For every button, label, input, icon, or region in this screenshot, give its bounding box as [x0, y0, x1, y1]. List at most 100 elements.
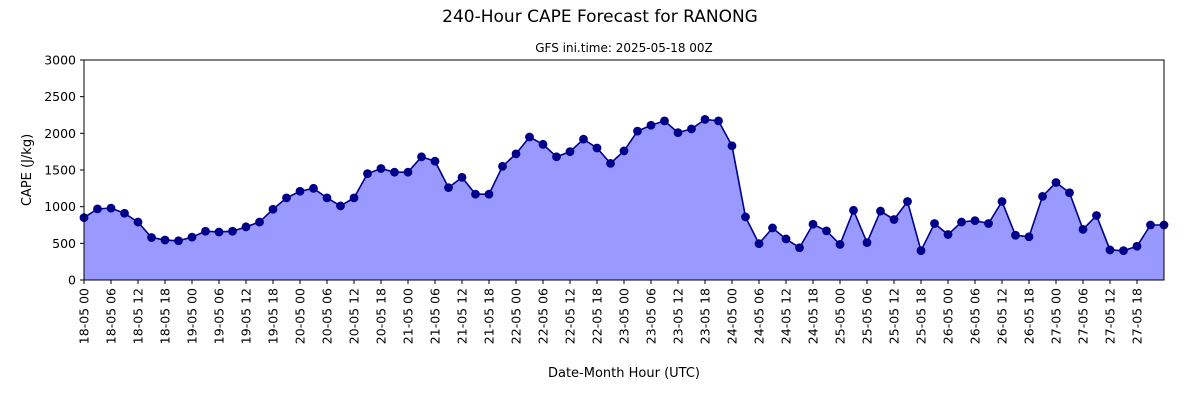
cape-data-point — [903, 197, 912, 206]
x-tick-label: 22-05 18 — [590, 288, 605, 344]
x-tick-label: 22-05 12 — [563, 288, 578, 344]
cape-data-point — [1011, 230, 1020, 240]
x-tick-label: 19-05 12 — [239, 288, 254, 344]
cape-data-point — [457, 172, 467, 182]
cape-data-point — [511, 149, 521, 159]
cape-data-point — [1024, 232, 1034, 242]
cape-data-point — [700, 115, 710, 124]
cape-data-point — [120, 208, 129, 218]
cape-data-point — [687, 124, 696, 134]
cape-data-point — [1105, 245, 1115, 255]
cape-data-point — [781, 234, 791, 244]
cape-data-point — [187, 232, 197, 242]
y-tick-label: 1000 — [44, 199, 76, 214]
x-tick-label: 19-05 06 — [212, 288, 227, 344]
cape-data-point — [727, 141, 737, 151]
x-tick-label: 27-05 00 — [1049, 288, 1064, 344]
cape-data-point — [322, 193, 332, 203]
cape-data-point — [390, 167, 399, 177]
cape-data-point — [349, 193, 359, 203]
cape-data-point — [147, 233, 156, 242]
cape-data-point — [1092, 211, 1101, 220]
x-tick-label: 23-05 12 — [671, 288, 686, 344]
cape-data-point — [1119, 246, 1128, 256]
cape-data-point — [241, 222, 251, 232]
x-tick-label: 26-05 18 — [1022, 288, 1037, 344]
cape-data-point — [255, 217, 264, 227]
cape-data-point — [1038, 192, 1047, 201]
cape-data-point — [822, 226, 831, 236]
x-tick-label: 27-05 06 — [1076, 288, 1091, 344]
cape-data-point — [714, 116, 723, 126]
cape-data-point — [957, 217, 966, 227]
x-tick-label: 25-05 18 — [914, 288, 929, 344]
plot-area: 0 500 1000 1500 2000 2500 3000 18-05 00 18-05 06… — [44, 53, 1169, 344]
cape-data-point — [660, 116, 669, 126]
cape-data-point — [268, 204, 278, 214]
cape-area-fill — [84, 119, 1164, 281]
chart-subtitle: GFS ini.time: 2025-05-18 00Z — [535, 41, 713, 55]
cape-data-point — [754, 239, 764, 249]
cape-data-point — [403, 167, 413, 177]
cape-data-point — [984, 219, 993, 228]
x-axis-label: Date-Month Hour (UTC) — [548, 366, 700, 381]
x-tick-label: 18-05 12 — [131, 288, 146, 344]
cape-data-point — [1146, 220, 1155, 230]
x-tick-label: 23-05 06 — [644, 288, 659, 344]
cape-data-point — [498, 161, 507, 171]
cape-data-point — [363, 169, 372, 179]
cape-data-point — [808, 219, 818, 229]
cape-data-point — [592, 143, 602, 153]
x-tick-label: 23-05 00 — [617, 288, 632, 344]
cape-data-point — [606, 159, 615, 168]
x-tick-label: 23-05 18 — [698, 288, 713, 344]
cape-data-point — [849, 205, 858, 215]
cape-data-point — [633, 126, 642, 136]
x-tick-label: 19-05 18 — [266, 288, 281, 344]
x-tick-label: 22-05 00 — [509, 288, 524, 344]
cape-data-point — [295, 186, 305, 196]
cape-data-point — [106, 203, 116, 213]
x-tick-label: 20-05 00 — [293, 288, 308, 344]
cape-data-point — [484, 189, 494, 199]
x-tick-label: 25-05 12 — [887, 288, 902, 344]
cape-data-point — [282, 193, 291, 203]
x-tick-label: 20-05 18 — [374, 288, 389, 344]
cape-data-point — [376, 164, 386, 173]
x-tick-label: 21-05 00 — [401, 288, 416, 344]
y-tick-label: 3000 — [44, 53, 76, 68]
cape-data-point — [1132, 241, 1142, 251]
cape-data-point — [201, 226, 210, 236]
x-tick-label: 21-05 06 — [428, 288, 443, 344]
cape-data-point — [552, 152, 561, 162]
x-tick-label: 27-05 18 — [1130, 288, 1145, 344]
y-tick-label: 0 — [68, 273, 76, 288]
cape-data-point — [174, 236, 183, 246]
cape-data-point — [214, 227, 224, 237]
x-tick-label: 24-05 06 — [752, 288, 767, 344]
x-tick-label: 21-05 12 — [455, 288, 470, 344]
cape-data-point — [417, 152, 426, 162]
cape-data-point — [336, 201, 345, 211]
cape-data-point — [835, 240, 845, 249]
x-tick-label: 26-05 00 — [941, 288, 956, 344]
cape-data-point — [228, 226, 237, 236]
cape-data-point — [997, 197, 1007, 206]
cape-data-point — [741, 212, 750, 222]
cape-data-point — [430, 156, 440, 166]
chart-title: 240-Hour CAPE Forecast for RANONG — [442, 7, 758, 27]
x-tick-label: 21-05 18 — [482, 288, 497, 344]
y-tick-label: 2500 — [44, 89, 76, 104]
x-tick-label: 26-05 12 — [995, 288, 1010, 344]
cape-data-point — [309, 183, 318, 193]
x-tick-label: 24-05 12 — [779, 288, 794, 344]
x-tick-label: 25-05 00 — [833, 288, 848, 344]
cape-data-point — [970, 216, 980, 226]
cape-data-point — [1065, 188, 1074, 198]
cape-data-point — [525, 132, 534, 142]
cape-data-point — [916, 246, 926, 256]
cape-data-point — [1051, 178, 1061, 187]
x-tick-label: 20-05 12 — [347, 288, 362, 344]
cape-data-point — [579, 134, 588, 144]
